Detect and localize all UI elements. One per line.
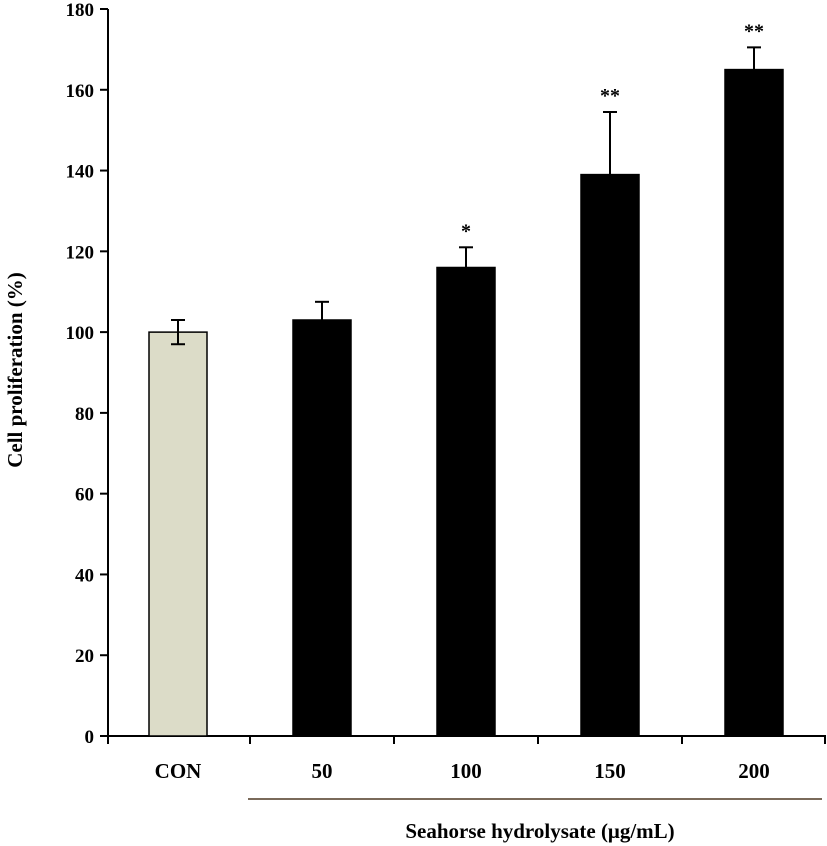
y-tick-label: 140 <box>66 162 95 183</box>
bar <box>148 331 208 737</box>
bar <box>292 319 352 737</box>
y-axis: 0 20 40 60 80 100 120 140 160 180 <box>66 0 109 748</box>
bar <box>436 266 496 737</box>
x-tick-label: CON <box>155 759 202 783</box>
x-tick-label: 150 <box>594 759 626 783</box>
x-tick-label: 200 <box>738 759 770 783</box>
y-tick-label: 20 <box>75 646 94 667</box>
y-tick-label: 40 <box>75 565 94 586</box>
x-axis-label: Seahorse hydrolysate (μg/mL) <box>405 819 674 843</box>
y-tick-label: 80 <box>75 404 94 425</box>
x-axis: CON 50 100 150 200 <box>107 735 826 783</box>
bar <box>580 173 640 737</box>
error-bars-group <box>171 46 761 346</box>
y-tick-label: 120 <box>66 242 95 263</box>
y-tick-label: 60 <box>75 485 94 506</box>
y-tick-label: 160 <box>66 81 95 102</box>
x-tick-label: 50 <box>312 759 333 783</box>
bars-group <box>148 68 784 737</box>
bar <box>724 68 784 737</box>
significance-marker: ** <box>744 20 764 42</box>
significance-marker: ** <box>600 85 620 107</box>
x-tick-label: 100 <box>450 759 482 783</box>
y-tick-label: 0 <box>85 727 95 748</box>
y-tick-label: 100 <box>66 323 95 344</box>
significance-marker: * <box>461 220 471 242</box>
y-tick-label: 180 <box>66 0 95 21</box>
y-axis-label: Cell proliferation (%) <box>3 272 27 468</box>
significance-group: ***** <box>461 20 764 242</box>
